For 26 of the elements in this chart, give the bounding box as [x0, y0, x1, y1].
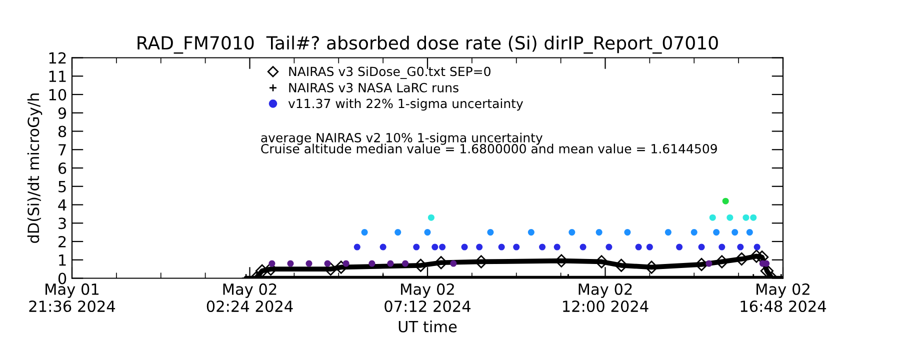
y-tick-label: 6: [58, 162, 66, 174]
x-tick-label: May 02 12:00 2024: [563, 283, 648, 312]
x-tick-label: May 02 02:24 2024: [206, 283, 293, 312]
y-tick-label: 5: [58, 181, 66, 192]
x-tick-label: May 02 07:12 2024: [384, 283, 471, 312]
annotation: average NAIRAS v2 10% 1-sigma uncertainty: [261, 132, 542, 145]
y-tick-label: 10: [49, 88, 66, 101]
legend-label: NAIRAS v3 NASA LaRC runs: [289, 82, 458, 92]
y-axis-title: dD(Si)/dt microGy/h: [27, 94, 42, 243]
y-tick-label: 3: [58, 218, 66, 230]
y-tick-label: 11: [49, 70, 66, 82]
chart-title: RAD_FM7010 Tail#? absorbed dose rate (Si) dirIP_Report_07010: [138, 36, 718, 54]
y-tick-label: 7: [58, 144, 66, 156]
x-axis-title: UT time: [398, 320, 457, 332]
x-tick-label: May 01 21:36 2024: [29, 283, 116, 312]
y-tick-label: 1: [59, 254, 66, 266]
y-tick-label: 9: [58, 107, 66, 119]
y-tick-label: 0: [58, 272, 66, 284]
x-tick-label: May 02 16:48 2024: [740, 283, 826, 312]
legend-label: NAIRAS v3 SiDose_G0.txt SEP=0: [289, 66, 490, 79]
annotation: Cruise altitude median value = 1.6800000 and mean value = 1.6144509: [261, 144, 717, 154]
y-tick-label: 2: [58, 236, 66, 248]
legend-label: v11.37 with 22% 1-sigma uncertainty: [288, 98, 524, 111]
y-tick-label: 8: [58, 126, 66, 138]
y-tick-label: 4: [58, 199, 66, 211]
y-tick-label: 12: [49, 52, 66, 64]
